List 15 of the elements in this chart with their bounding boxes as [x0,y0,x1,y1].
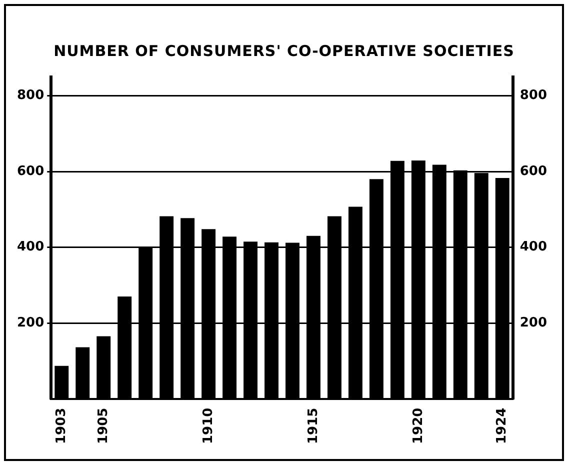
x-tick-label: 1905 [96,408,111,444]
y2-tick-label: 400 [520,240,548,255]
y-tick-label: 800 [16,88,44,104]
y2-tick-label: 600 [520,164,548,179]
x-tick-label: 1915 [306,408,321,444]
y2-tick-label: 200 [520,315,548,330]
x-tick-label: 1924 [494,408,510,444]
y-tick-label: 600 [16,164,44,179]
y2-tick-label: 800 [520,88,548,104]
x-tick-label: 1903 [54,408,70,444]
chart-title: NUMBER OF CONSUMERS' CO-OPERATIVE SOCIETIES [52,42,516,60]
y-tick-label: 200 [16,315,44,330]
y-tick-label: 400 [16,240,44,255]
x-tick-label: 1920 [410,408,426,444]
x-tick-label: 1910 [200,408,216,444]
